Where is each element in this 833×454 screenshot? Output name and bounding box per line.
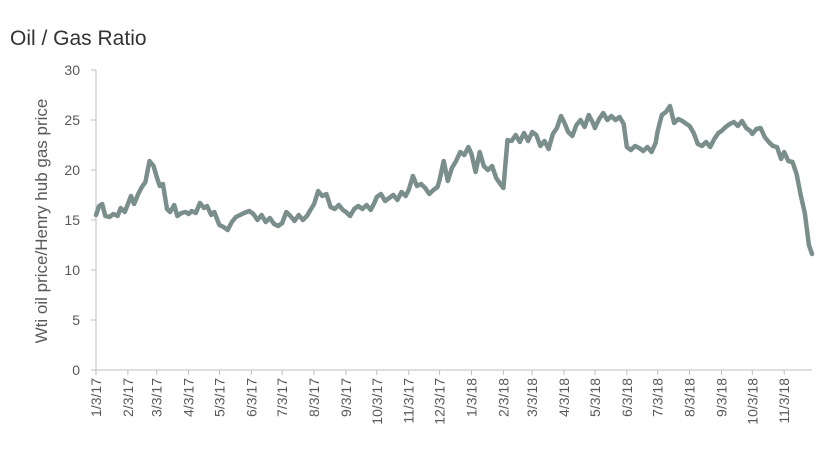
x-tick-label: 8/3/17 bbox=[306, 378, 322, 417]
y-tick-label: 15 bbox=[64, 212, 80, 228]
chart-axes bbox=[95, 70, 812, 371]
x-tick-label: 3/3/17 bbox=[149, 378, 165, 417]
y-tick-label: 5 bbox=[72, 312, 80, 328]
x-tick-label: 3/3/18 bbox=[524, 378, 540, 417]
y-tick-label: 20 bbox=[64, 162, 80, 178]
x-tick-label: 5/3/18 bbox=[587, 378, 603, 417]
x-tick-label: 12/3/17 bbox=[432, 378, 448, 425]
y-tick-label: 25 bbox=[64, 112, 80, 128]
x-tick-label: 4/3/18 bbox=[556, 378, 572, 417]
series-line bbox=[93, 103, 815, 257]
x-tick-label: 7/3/18 bbox=[650, 378, 666, 417]
x-tick-label: 5/3/17 bbox=[211, 378, 227, 417]
y-tick-label: 0 bbox=[72, 362, 80, 378]
x-tick-label: 11/3/18 bbox=[776, 378, 792, 424]
x-tick-label: 1/3/18 bbox=[463, 378, 479, 417]
x-tick-label: 9/3/18 bbox=[713, 378, 729, 417]
x-tick-label: 4/3/17 bbox=[181, 378, 197, 417]
x-tick-label: 11/3/17 bbox=[401, 378, 417, 424]
y-axis-ticks: 0 5 10 15 20 25 30 bbox=[64, 62, 96, 378]
y-axis-label: Wti oil price/Henry hub gas price bbox=[32, 99, 51, 344]
x-tick-label: 1/3/17 bbox=[88, 378, 104, 417]
y-tick-label: 30 bbox=[64, 62, 80, 78]
chart-title: Oil / Gas Ratio bbox=[10, 27, 147, 50]
x-axis-ticks: 1/3/17 2/3/17 3/3/17 4/3/17 5/3/17 6/3/17 7/3/… bbox=[88, 370, 792, 425]
x-tick-label: 6/3/17 bbox=[243, 378, 259, 417]
x-tick-label: 10/3/17 bbox=[369, 378, 385, 425]
x-tick-label: 7/3/17 bbox=[274, 378, 290, 417]
plot-area bbox=[93, 103, 815, 257]
x-tick-label: 10/3/18 bbox=[744, 378, 760, 425]
x-tick-label: 8/3/18 bbox=[682, 378, 698, 417]
x-tick-label: 2/3/17 bbox=[120, 378, 136, 417]
x-tick-label: 2/3/18 bbox=[495, 378, 511, 417]
y-tick-label: 10 bbox=[64, 262, 80, 278]
x-tick-label: 6/3/18 bbox=[619, 378, 635, 417]
x-tick-label: 9/3/17 bbox=[338, 378, 354, 417]
